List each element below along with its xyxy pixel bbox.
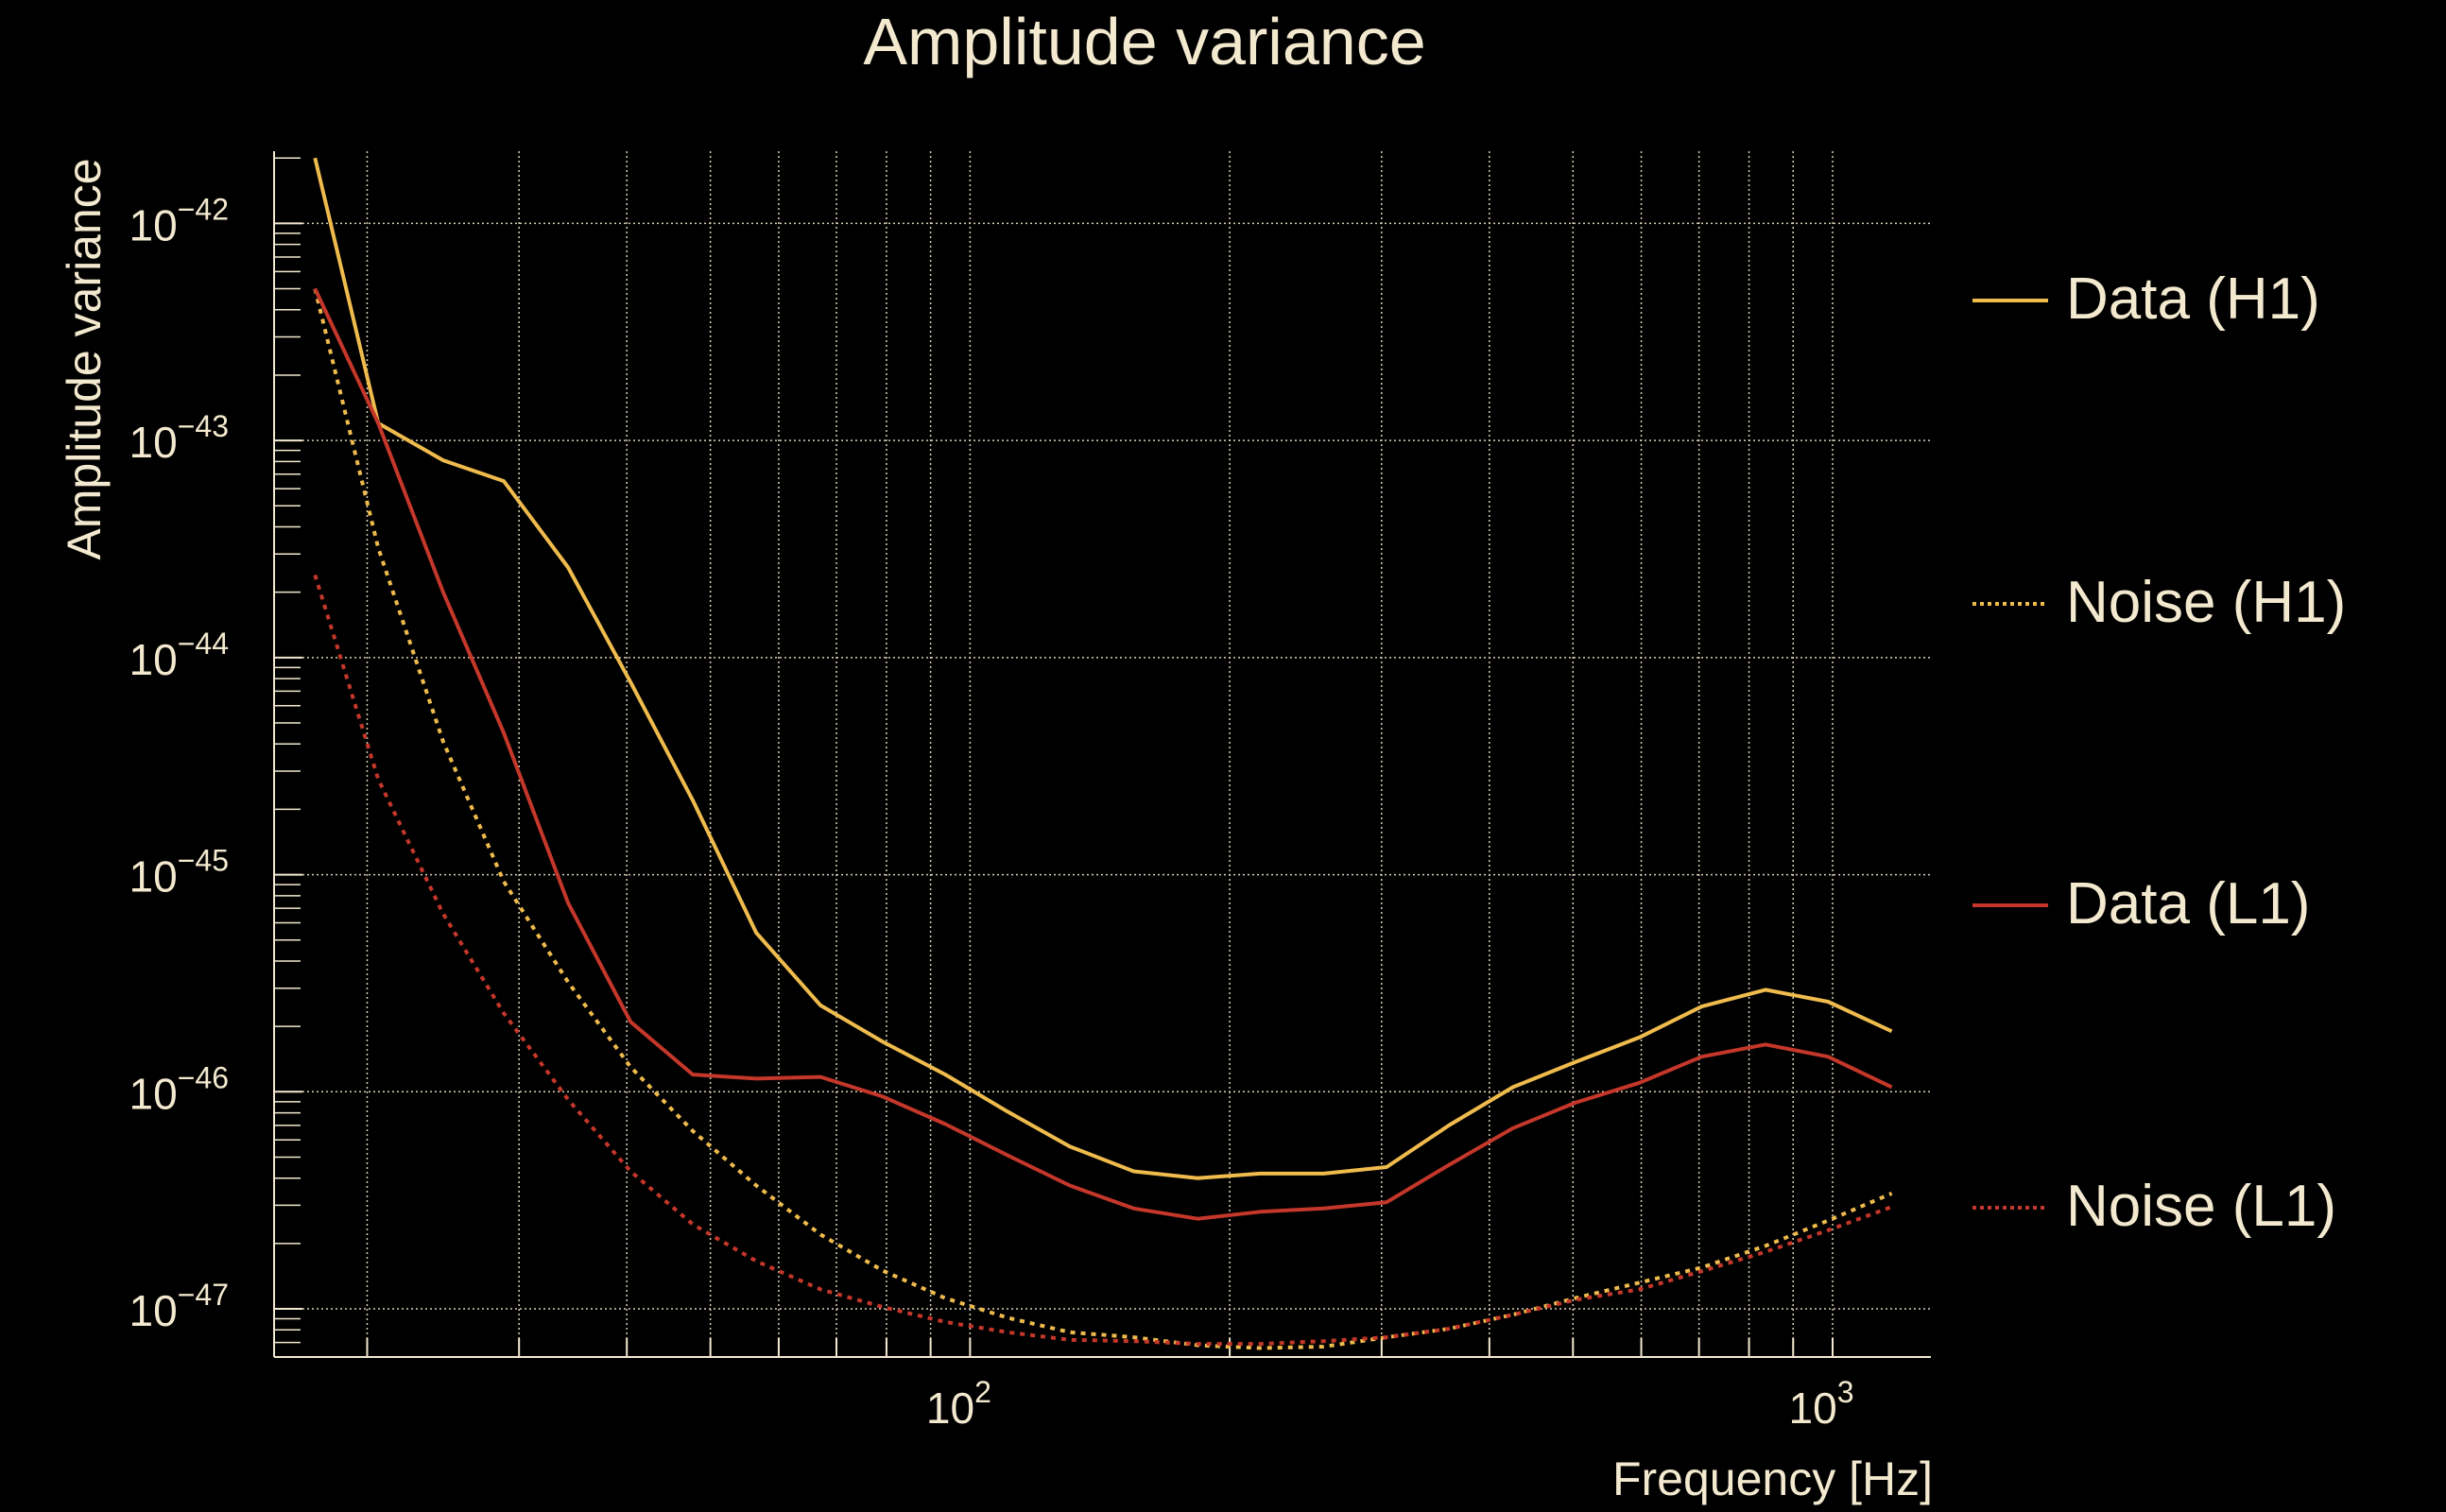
y-tick-label-exponent: −46 xyxy=(178,1060,229,1094)
y-tick-label: 10−45 xyxy=(129,844,229,902)
y-tick-label: 10−43 xyxy=(129,409,229,467)
grid xyxy=(274,151,1931,1357)
x-axis-label: Frequency [Hz] xyxy=(1612,1452,1933,1505)
y-tick-label-exponent: −44 xyxy=(178,627,229,661)
tick-labels: 10−42 10−43 10−44 10−45 10−46 10−47 102 103 xyxy=(129,192,1854,1433)
x-tick-label-exponent: 2 xyxy=(974,1375,991,1409)
legend-label-noise-l1: Noise (L1) xyxy=(2066,1174,2336,1239)
series-line-noise-h1 xyxy=(313,288,1893,1350)
legend-label-noise-h1: Noise (H1) xyxy=(2066,570,2346,635)
series-line-data-l1 xyxy=(313,287,1893,1221)
series-line-data-h1 xyxy=(313,157,1893,1180)
y-tick-label: 10−47 xyxy=(129,1278,229,1335)
y-tick-label-exponent: −43 xyxy=(178,409,229,443)
x-tick-label: 102 xyxy=(926,1375,991,1433)
axes xyxy=(273,151,1931,1358)
y-tick-label: 10−44 xyxy=(129,627,229,684)
series-group xyxy=(313,157,1893,1350)
y-tick-label-exponent: −42 xyxy=(178,192,229,226)
y-axis-label: Amplitude variance xyxy=(58,158,111,559)
x-tick-label-exponent: 3 xyxy=(1837,1375,1854,1409)
chart-title: Amplitude variance xyxy=(863,5,1425,78)
legend: Data (H1) Noise (H1) Data (L1) Noise (L1… xyxy=(1972,266,2346,1239)
legend-label-data-h1: Data (H1) xyxy=(2066,266,2320,332)
series-line-noise-l1 xyxy=(313,574,1893,1347)
x-tick-label: 103 xyxy=(1789,1375,1854,1433)
y-tick-label-exponent: −45 xyxy=(178,844,229,878)
y-tick-label-exponent: −47 xyxy=(178,1278,229,1312)
legend-label-data-l1: Data (L1) xyxy=(2066,871,2310,936)
y-tick-label: 10−42 xyxy=(129,192,229,249)
y-tick-label: 10−46 xyxy=(129,1060,229,1118)
